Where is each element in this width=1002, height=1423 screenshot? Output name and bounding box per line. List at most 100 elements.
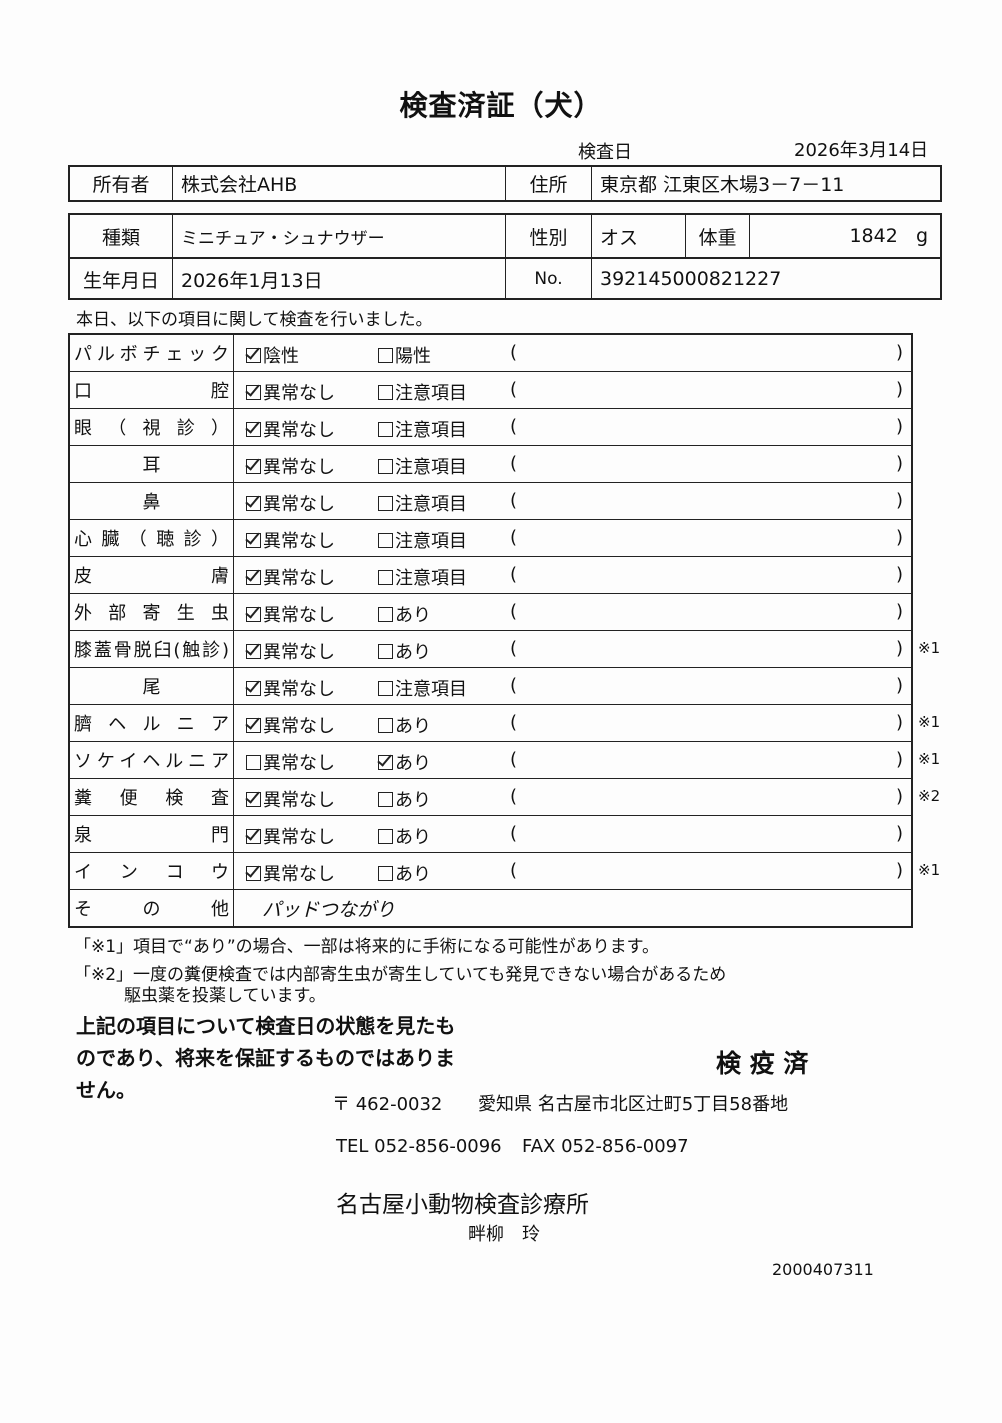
option-1[interactable]: 異常なし: [246, 675, 335, 701]
option-2[interactable]: あり: [378, 860, 431, 886]
row-label-text: 鼻: [142, 492, 161, 513]
option-2[interactable]: あり: [378, 601, 431, 627]
open-paren: (: [510, 564, 518, 585]
inspection-row: 口腔 異常なし 注意項目 ( ): [70, 372, 911, 409]
checkbox-icon[interactable]: [246, 680, 261, 696]
checkbox-icon[interactable]: [246, 754, 261, 770]
row-note: ※1: [918, 713, 941, 731]
checkbox-icon[interactable]: [246, 606, 261, 622]
row-note: ※1: [918, 750, 941, 768]
open-paren: (: [510, 601, 518, 622]
pet-table: 種類 ミニチュア・シュナウザー 性別 オス 体重 1842 g 生年月日 202…: [68, 213, 942, 300]
row-label-text: 耳: [142, 455, 161, 476]
checkbox-icon[interactable]: [378, 828, 393, 844]
option-1[interactable]: 異常なし: [246, 749, 335, 775]
option-1[interactable]: 異常なし: [246, 638, 335, 664]
option-1-label: 異常なし: [263, 531, 335, 552]
checkbox-icon[interactable]: [378, 532, 393, 548]
row-label: 外部寄生虫: [74, 594, 234, 630]
checkbox-icon[interactable]: [378, 384, 393, 400]
checkbox-icon[interactable]: [378, 643, 393, 659]
checkbox-icon[interactable]: [246, 384, 261, 400]
checkbox-icon[interactable]: [378, 680, 393, 696]
option-1[interactable]: 異常なし: [246, 860, 335, 886]
option-2-label: 注意項目: [395, 457, 467, 478]
inspection-row: 外部寄生虫 異常なし あり ( ): [70, 594, 911, 631]
checkbox-icon[interactable]: [378, 421, 393, 437]
option-1[interactable]: 異常なし: [246, 601, 335, 627]
checkbox-icon[interactable]: [246, 828, 261, 844]
footnote-2-cont: 駆虫薬を投薬しています。: [124, 986, 326, 1006]
option-2-label: 注意項目: [395, 494, 467, 515]
checkbox-icon[interactable]: [246, 532, 261, 548]
option-1[interactable]: 異常なし: [246, 823, 335, 849]
checkbox-icon[interactable]: [246, 458, 261, 474]
row-label: 耳: [74, 446, 234, 482]
checkbox-icon[interactable]: [378, 606, 393, 622]
checkbox-icon[interactable]: [378, 569, 393, 585]
option-2[interactable]: 注意項目: [378, 379, 467, 405]
checkbox-icon[interactable]: [246, 643, 261, 659]
checkbox-icon[interactable]: [378, 458, 393, 474]
option-2[interactable]: 注意項目: [378, 527, 467, 553]
address-value: 東京都 江東区木場3－7－11: [600, 174, 845, 196]
option-2[interactable]: 注意項目: [378, 675, 467, 701]
option-1-label: 異常なし: [263, 753, 335, 774]
option-1[interactable]: 異常なし: [246, 379, 335, 405]
checkbox-icon[interactable]: [378, 717, 393, 733]
checkbox-icon[interactable]: [378, 865, 393, 881]
checkbox-icon[interactable]: [246, 717, 261, 733]
row-label-text: 膝蓋骨脱臼(触診): [74, 640, 229, 661]
divider: [70, 257, 942, 259]
open-paren: (: [510, 379, 518, 400]
inspection-row: ソケイヘルニア 異常なし あり ( ): [70, 742, 911, 779]
option-1[interactable]: 異常なし: [246, 527, 335, 553]
checkbox-icon[interactable]: [246, 569, 261, 585]
owner-label: 所有者: [70, 167, 173, 200]
option-1[interactable]: 異常なし: [246, 786, 335, 812]
option-2[interactable]: 注意項目: [378, 416, 467, 442]
option-2-label: 注意項目: [395, 531, 467, 552]
checkbox-icon[interactable]: [378, 347, 393, 363]
inspection-row: 尾 異常なし 注意項目 ( ): [70, 668, 911, 705]
option-2[interactable]: 注意項目: [378, 453, 467, 479]
footnote-1: 「※1」項目で“あり”の場合、一部は将来的に手術になる可能性があります。: [74, 937, 659, 957]
checkbox-icon[interactable]: [246, 865, 261, 881]
option-1[interactable]: 異常なし: [246, 712, 335, 738]
checkbox-icon[interactable]: [378, 791, 393, 807]
inspection-row: 臍ヘルニア 異常なし あり ( ): [70, 705, 911, 742]
open-paren: (: [510, 860, 518, 881]
checkbox-icon[interactable]: [246, 495, 261, 511]
checkbox-icon[interactable]: [246, 347, 261, 363]
checkbox-icon[interactable]: [246, 791, 261, 807]
intro-text: 本日、以下の項目に関して検査を行いました。: [76, 310, 433, 330]
option-1[interactable]: 異常なし: [246, 564, 335, 590]
row-label-text: 臍ヘルニア: [74, 714, 229, 735]
option-2[interactable]: 注意項目: [378, 564, 467, 590]
option-2[interactable]: あり: [378, 823, 431, 849]
option-2-label: あり: [395, 716, 431, 737]
open-paren: (: [510, 712, 518, 733]
option-2[interactable]: 注意項目: [378, 490, 467, 516]
footnote-2: 「※2」一度の糞便検査では内部寄生虫が寄生していても発見できない場合があるため: [74, 965, 727, 985]
other-handwritten: パッドつながり: [262, 899, 396, 921]
option-1[interactable]: 異常なし: [246, 490, 335, 516]
option-2[interactable]: あり: [378, 712, 431, 738]
checkbox-icon[interactable]: [246, 421, 261, 437]
option-1[interactable]: 異常なし: [246, 416, 335, 442]
option-1-label: 異常なし: [263, 494, 335, 515]
option-1-label: 異常なし: [263, 420, 335, 441]
close-paren: ): [896, 453, 904, 474]
option-2[interactable]: あり: [378, 749, 431, 775]
checkbox-icon[interactable]: [378, 495, 393, 511]
option-1-label: 異常なし: [263, 383, 335, 404]
weight-value: 1842: [849, 225, 898, 247]
option-1[interactable]: 異常なし: [246, 453, 335, 479]
row-label: 膝蓋骨脱臼(触診): [74, 631, 234, 667]
option-1-label: 異常なし: [263, 679, 335, 700]
option-1[interactable]: 陰性: [246, 342, 299, 368]
option-2[interactable]: あり: [378, 638, 431, 664]
option-2[interactable]: あり: [378, 786, 431, 812]
option-2[interactable]: 陽性: [378, 342, 431, 368]
checkbox-icon[interactable]: [378, 754, 393, 770]
